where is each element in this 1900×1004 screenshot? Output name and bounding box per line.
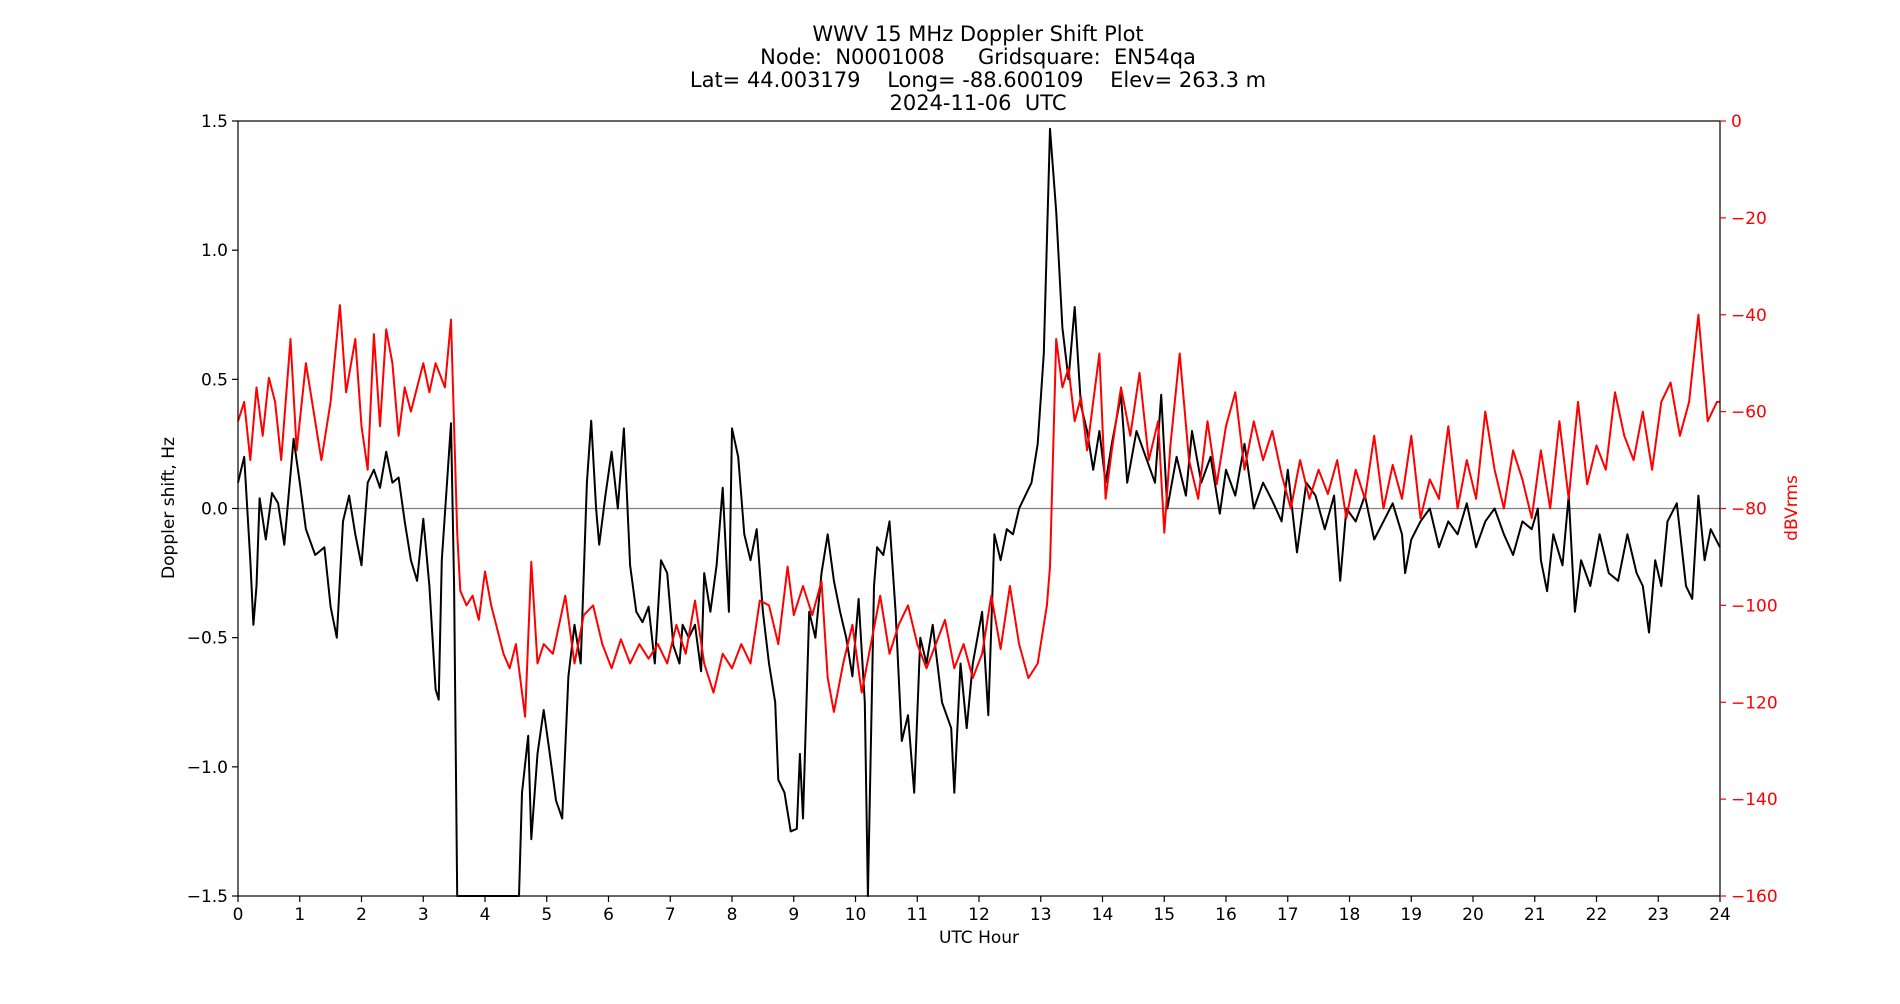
x-axis: 0 1 2 3 4 5 6 7 8 9 10 11 12 13 14 15 16 17 18 19 20 21 22 23 24 [233, 896, 1731, 925]
y-right-tick-label: −40 [1731, 306, 1767, 326]
y-left-tick-label: 1.0 [201, 241, 228, 261]
x-tick-label: 9 [788, 905, 799, 925]
y-right-tick-label: 0 [1731, 112, 1742, 132]
x-tick-label: 4 [480, 905, 491, 925]
y-left-tick-label: −0.5 [187, 629, 228, 649]
title-line-1: WWV 15 MHz Doppler Shift Plot [812, 22, 1143, 46]
x-tick-label: 14 [1092, 905, 1114, 925]
x-tick-label: 16 [1215, 905, 1237, 925]
x-tick-label: 0 [233, 905, 244, 925]
x-tick-label: 23 [1647, 905, 1669, 925]
x-tick-label: 1 [294, 905, 305, 925]
x-tick-label: 2 [356, 905, 367, 925]
y-right-tick-label: −60 [1731, 403, 1767, 423]
title-line-2: Node: N0001008 Gridsquare: EN54qa [760, 45, 1196, 69]
title-line-4: 2024-11-06 UTC [889, 91, 1066, 115]
y-left-tick-label: 0.5 [201, 370, 228, 390]
y-axis-left: 1.5 1.0 0.5 0.0 −0.5 −1.0 −1.5 [187, 112, 238, 907]
x-tick-label: 20 [1462, 905, 1484, 925]
x-tick-label: 19 [1400, 905, 1422, 925]
y-axis-right-label: dBVrms [1782, 475, 1802, 541]
title-line-3: Lat= 44.003179 Long= -88.600109 Elev= 26… [690, 68, 1266, 92]
power-series-line [237, 304, 1720, 718]
x-axis-label: UTC Hour [939, 928, 1019, 948]
x-tick-label: 11 [906, 905, 928, 925]
y-right-tick-label: −80 [1731, 500, 1767, 520]
x-tick-label: 13 [1030, 905, 1052, 925]
y-axis-right: 0 −20 −40 −60 −80 −100 −120 −140 −160 [1720, 112, 1778, 907]
x-tick-label: 12 [968, 905, 990, 925]
y-left-tick-label: −1.5 [187, 887, 228, 907]
x-tick-label: 10 [845, 905, 867, 925]
x-tick-label: 6 [603, 905, 614, 925]
x-tick-label: 21 [1524, 905, 1546, 925]
doppler-series-line [237, 127, 1721, 897]
x-tick-label: 3 [418, 905, 429, 925]
x-tick-label: 7 [665, 905, 676, 925]
y-right-tick-label: −20 [1731, 209, 1767, 229]
y-left-tick-label: 0.0 [201, 500, 228, 520]
y-right-tick-label: −120 [1731, 693, 1778, 713]
plot-area [237, 127, 1721, 897]
y-right-tick-label: −100 [1731, 596, 1778, 616]
y-left-tick-label: 1.5 [201, 112, 228, 132]
y-left-tick-label: −1.0 [187, 758, 228, 778]
y-right-tick-label: −160 [1731, 887, 1778, 907]
x-tick-label: 15 [1153, 905, 1175, 925]
y-axis-left-label: Doppler shift, Hz [159, 437, 179, 579]
x-tick-label: 24 [1709, 905, 1731, 925]
x-tick-label: 22 [1586, 905, 1608, 925]
y-right-tick-label: −140 [1731, 790, 1778, 810]
x-tick-label: 18 [1339, 905, 1361, 925]
x-tick-label: 8 [727, 905, 738, 925]
chart-title: WWV 15 MHz Doppler Shift Plot Node: N000… [690, 22, 1266, 115]
x-tick-label: 5 [541, 905, 552, 925]
x-tick-label: 17 [1277, 905, 1299, 925]
